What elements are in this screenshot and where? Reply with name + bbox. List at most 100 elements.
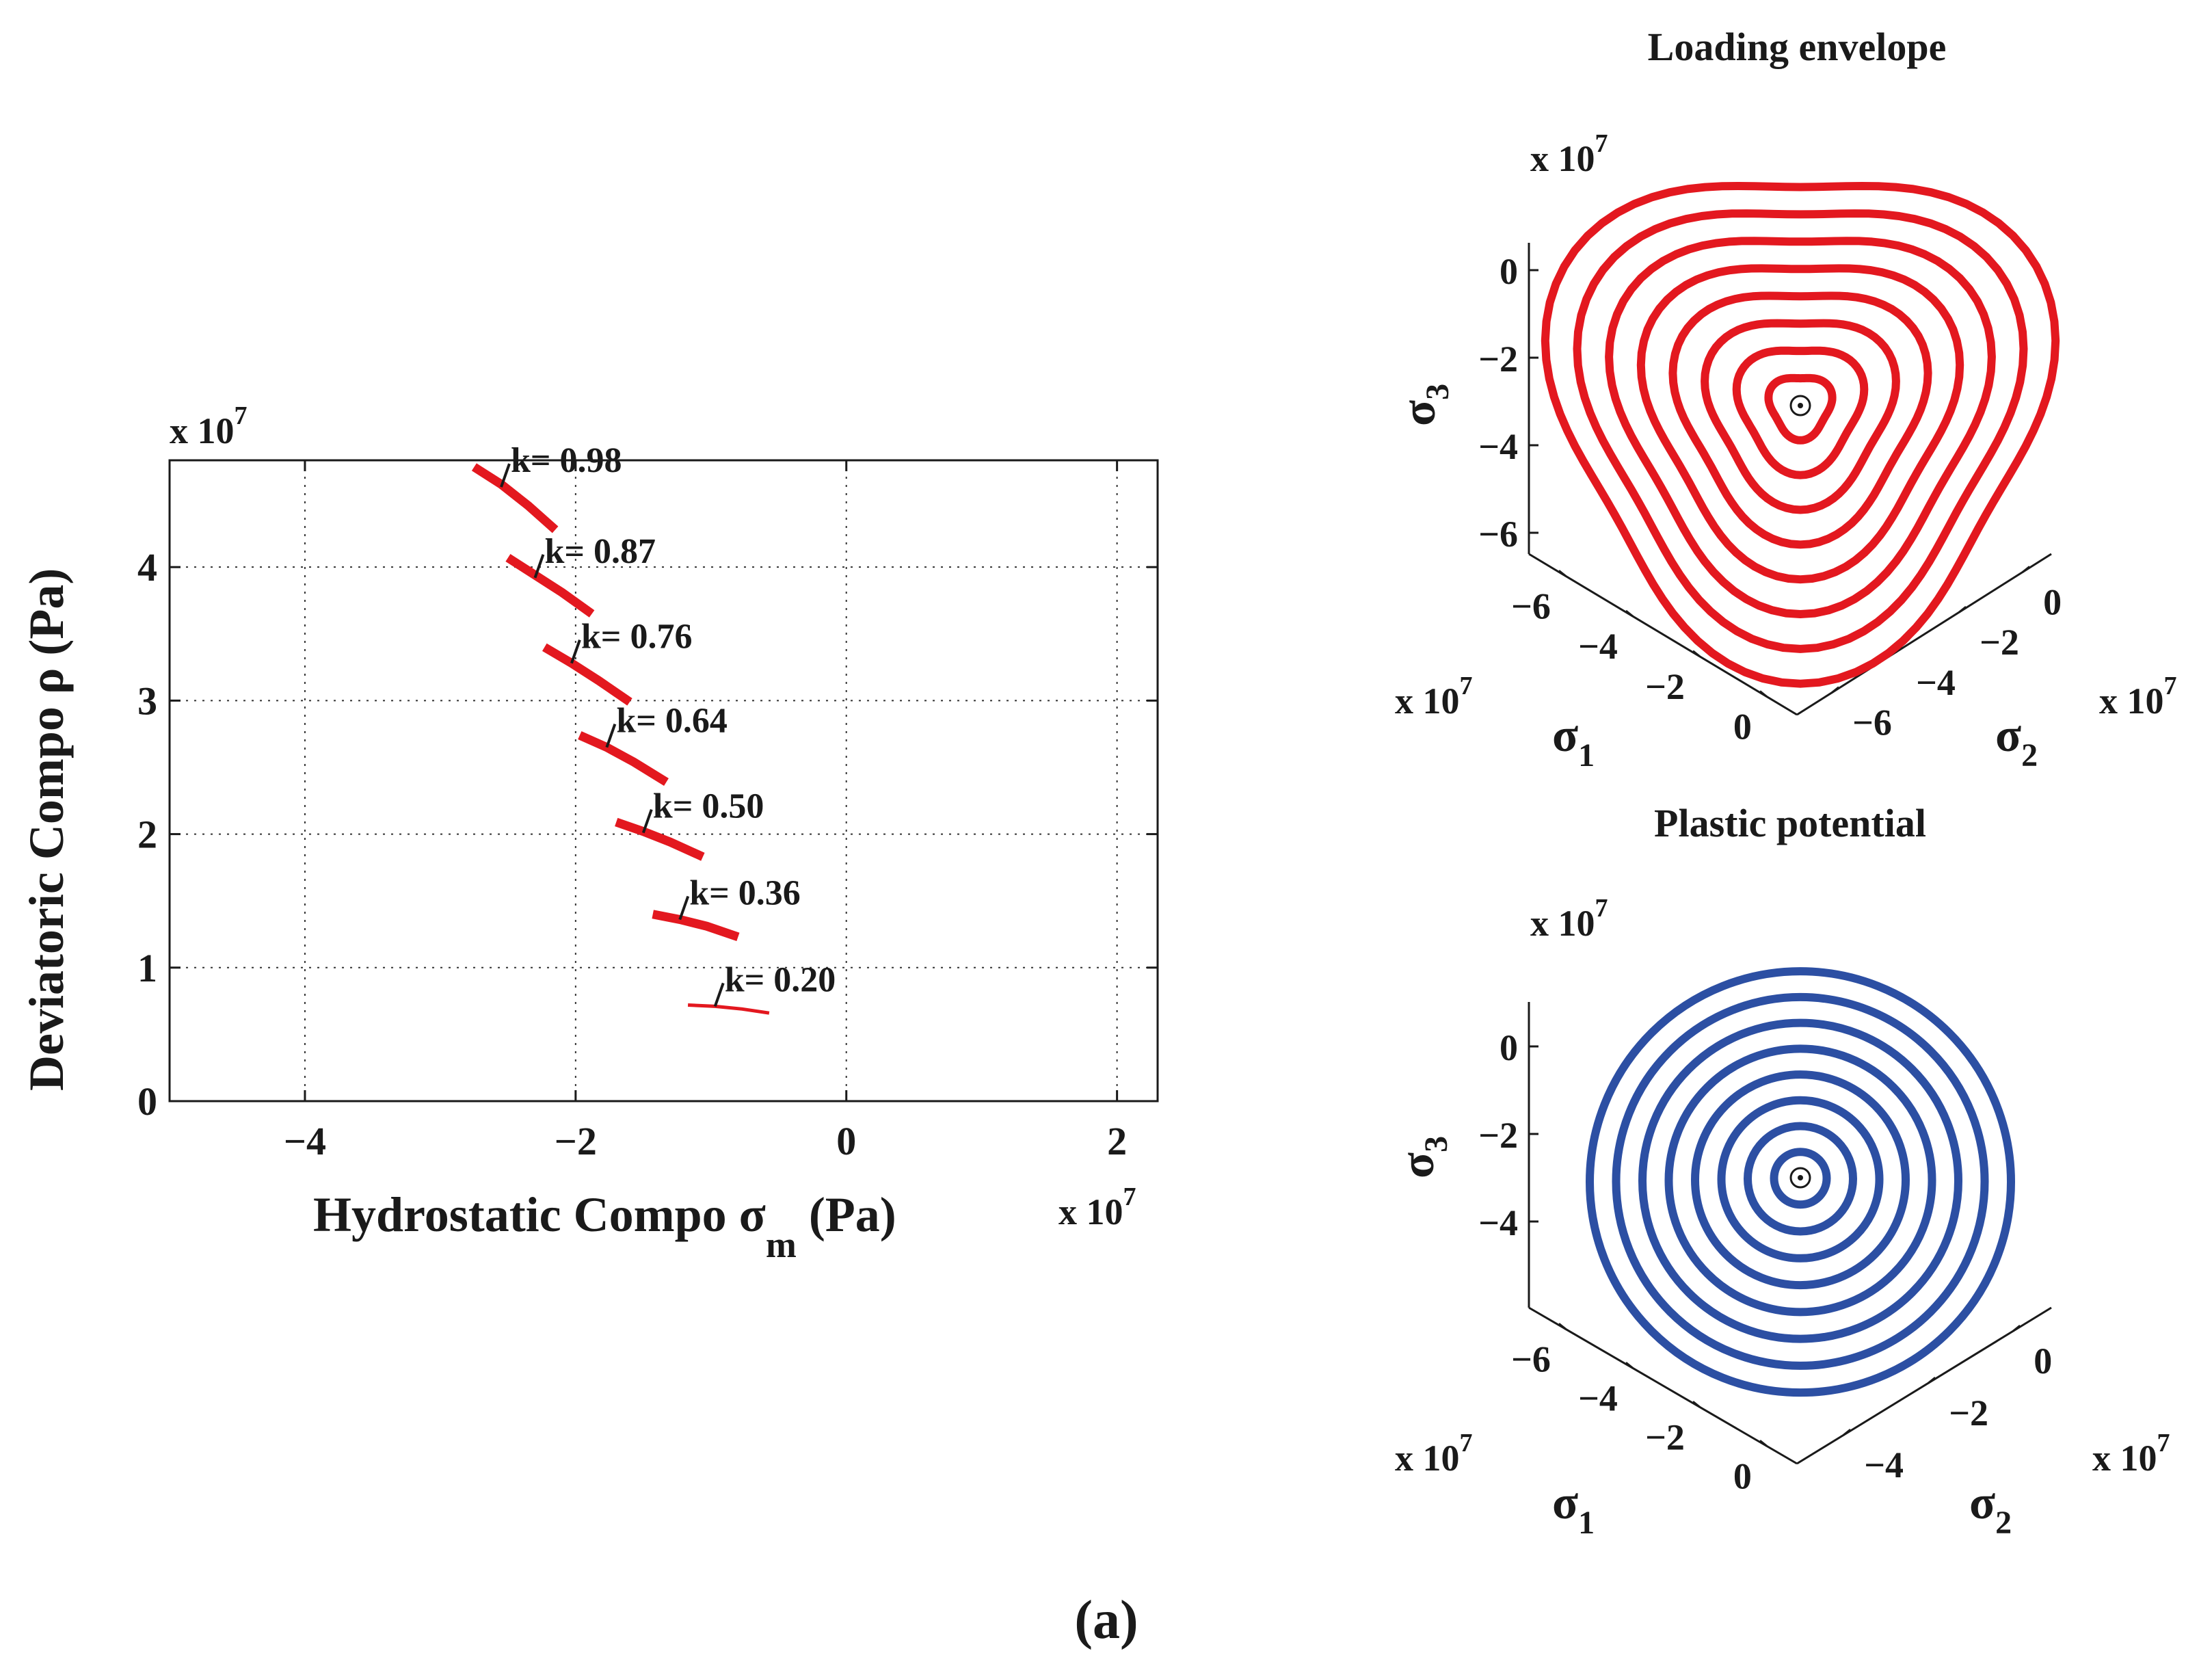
series-label: k= 0.87	[544, 532, 656, 571]
series-marker	[500, 463, 511, 488]
plastic-potential-tick-labels: 0 −2 −4 −6 −4 −2 0 −4 −2 0	[1478, 1027, 2052, 1496]
series-label: k= 0.76	[581, 618, 693, 657]
x-floor-tick-label: −4	[1578, 626, 1618, 667]
x-floor-axis-line	[1528, 1306, 1798, 1465]
y-floor-tick-label: 0	[2043, 581, 2062, 622]
contour-ring	[1605, 237, 1996, 618]
loading-envelope-contours	[1541, 182, 2060, 688]
y-floor-tick-label: −6	[1852, 702, 1892, 743]
contour-ring	[1732, 346, 1869, 479]
contour-ring	[1691, 1070, 1910, 1290]
contour-ring	[1701, 319, 1900, 514]
x-tick-label: −2	[555, 1119, 597, 1163]
loading-envelope-y-exponent: x 107	[2099, 672, 2177, 722]
meridian-y-axis-label: Deviatoric Compo ρ (Pa)	[19, 568, 74, 1091]
contour-ring	[1636, 264, 1964, 584]
x-tick-label: 0	[836, 1119, 856, 1163]
z-tick-label: −2	[1478, 1115, 1518, 1156]
x-floor-tick	[1558, 570, 1567, 577]
x-floor-tick	[1759, 1440, 1768, 1447]
contour-ring	[1744, 1122, 1857, 1236]
y-floor-tick	[2012, 1325, 2021, 1332]
x-floor-tick-label: −6	[1511, 1338, 1551, 1379]
contour-ring	[1612, 992, 1989, 1370]
x-floor-tick-label: −2	[1645, 1416, 1685, 1457]
x-floor-tick-label: 0	[1733, 707, 1752, 748]
hydrostatic-axis-marker	[1789, 1167, 1811, 1189]
contour-ring	[1541, 182, 2060, 688]
series-marker	[570, 639, 581, 664]
y-floor-tick	[1958, 606, 1967, 613]
loading-envelope-x-axis-label: σ1	[1552, 709, 1595, 774]
contour-ring	[1573, 209, 2028, 653]
series-line-098	[471, 463, 559, 533]
series-marker	[678, 895, 690, 921]
y-floor-tick	[2022, 566, 2031, 573]
series-line-064	[578, 731, 669, 787]
figure-label: (a)	[1074, 1590, 1138, 1650]
loading-envelope-z-exponent: x 107	[1530, 129, 1608, 179]
contour-ring	[1770, 1148, 1831, 1209]
plastic-potential-y-exponent: x 107	[2092, 1429, 2170, 1479]
series-label: k= 0.36	[689, 874, 801, 913]
meridian-plot-frame	[168, 459, 1159, 1102]
z-tick-label: −2	[1478, 339, 1518, 380]
contour-ring	[1638, 1018, 1962, 1343]
x-floor-tick	[1692, 1401, 1701, 1408]
y-tick-label: 1	[137, 946, 157, 990]
series-label: k= 0.20	[725, 960, 836, 999]
meridian-ticks: −4 −2 0 2 0 1 2 3 4	[137, 460, 1158, 1163]
series-label: k= 0.64	[616, 702, 728, 741]
loading-envelope-y-axis-label: σ2	[1995, 709, 2038, 774]
x-floor-tick-label: −2	[1645, 666, 1685, 707]
plastic-potential-axes	[1528, 1002, 2052, 1465]
z-tick-label: −6	[1478, 514, 1518, 555]
contour-ring	[1664, 1044, 1936, 1317]
plastic-potential-title: Plastic potential	[1654, 801, 1926, 845]
y-tick-label: 0	[137, 1079, 157, 1124]
x-floor-tick-label: −4	[1578, 1377, 1618, 1418]
series-line-076	[542, 643, 632, 706]
x-floor-tick-label: 0	[1733, 1455, 1752, 1496]
meridian-x-axis-label: Hydrostatic Compo σm(Pa)	[313, 1187, 896, 1265]
contour-ring	[1764, 373, 1837, 445]
meridian-chart: −4 −2 0 2 0 1 2 3 4 k= 0.98 k= 0.87 k= 0.76 k= 0.64…	[19, 401, 1159, 1265]
plastic-potential-chart: Plastic potential x 107 0 −2 −4 −6 −4 −2 0 −4 −2…	[1391, 801, 2170, 1541]
y-floor-tick	[1928, 1377, 1936, 1384]
z-tick-label: 0	[1500, 1027, 1518, 1068]
series-label: k= 0.98	[511, 441, 622, 480]
y-tick-label: 3	[137, 678, 157, 723]
plastic-potential-y-axis-label: σ2	[1969, 1477, 2012, 1541]
y-tick-label: 2	[137, 813, 157, 857]
y-tick-label: 4	[137, 545, 157, 590]
meridian-series: k= 0.98 k= 0.87 k= 0.76 k= 0.64 k= 0.50 k= 0.…	[471, 441, 836, 1015]
hydrostatic-axis-dot	[1798, 403, 1803, 408]
y-floor-tick-label: −2	[1949, 1392, 1988, 1434]
plastic-potential-contours	[1586, 967, 2015, 1397]
loading-envelope-axes	[1528, 243, 2052, 716]
plastic-potential-x-exponent: x 107	[1395, 1429, 1473, 1479]
loading-envelope-chart: Loading envelope x 107 0−2−4−6−6−4−20 −6−…	[1393, 25, 2177, 774]
series-line-036	[652, 910, 740, 942]
plastic-potential-z-exponent: x 107	[1530, 894, 1608, 944]
y-floor-tick-label: −4	[1864, 1444, 1904, 1485]
y-floor-tick-label: −2	[1980, 622, 2019, 663]
series-label: k= 0.50	[653, 787, 764, 826]
loading-envelope-title: Loading envelope	[1648, 25, 1947, 69]
contour-ring	[1668, 291, 1932, 549]
series-marker	[713, 982, 725, 1007]
x-tick-label: 2	[1107, 1119, 1127, 1163]
meridian-grid	[170, 460, 1158, 1101]
meridian-y-exponent: x 107	[170, 401, 248, 451]
y-floor-tick	[1843, 1429, 1852, 1436]
z-tick-label: −4	[1478, 426, 1518, 467]
z-tick-label: −4	[1478, 1202, 1518, 1243]
y-floor-tick-label: 0	[2034, 1341, 2052, 1382]
y-floor-tick-label: −4	[1916, 662, 1956, 703]
x-floor-tick	[1759, 690, 1768, 698]
series-line-087	[505, 554, 595, 618]
z-tick-label: 0	[1500, 251, 1518, 292]
hydrostatic-axis-marker	[1789, 395, 1811, 417]
x-floor-tick	[1625, 609, 1634, 618]
